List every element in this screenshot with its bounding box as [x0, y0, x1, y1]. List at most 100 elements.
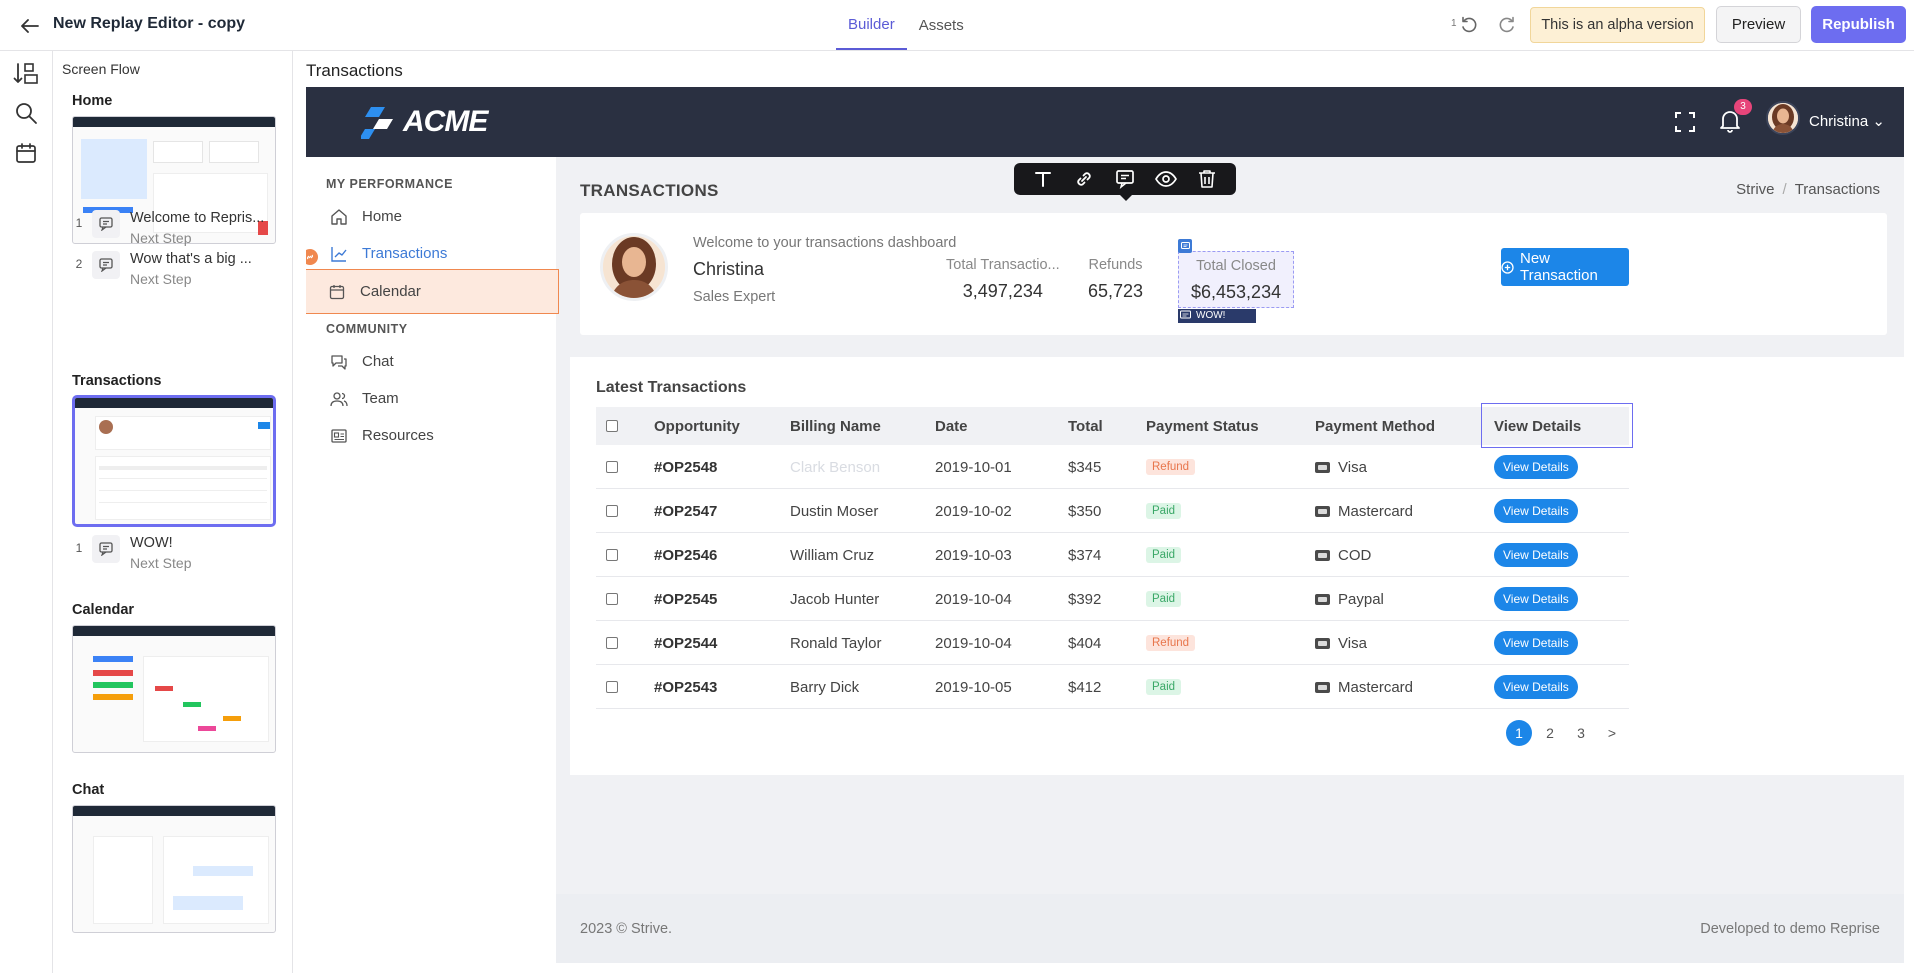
screen-flow-heading: Screen Flow	[62, 61, 140, 77]
page-2-button[interactable]: 2	[1546, 725, 1554, 741]
toolbar-caret	[1119, 194, 1133, 201]
row-checkbox[interactable]	[606, 549, 618, 561]
table-row: #OP2543 Barry Dick 2019-10-05 $412 Paid Maste…	[596, 665, 1629, 709]
sidebar-item-team[interactable]: Team	[306, 376, 556, 421]
calendar-icon[interactable]	[12, 139, 40, 167]
screen-label-transactions: Transactions	[72, 373, 162, 389]
redo-icon[interactable]	[1495, 13, 1519, 37]
screen-thumbnail-transactions[interactable]	[72, 395, 276, 527]
table-header	[596, 407, 1629, 445]
payment-status-badge: Paid	[1146, 591, 1182, 607]
view-details-button[interactable]: View Details	[1494, 455, 1578, 479]
col-date: Date	[935, 417, 968, 435]
footer-credit: Developed to demo Reprise	[1700, 921, 1880, 937]
payment-status-badge: Paid	[1146, 547, 1182, 563]
screen-label-home: Home	[72, 93, 113, 109]
view-details-button[interactable]: View Details	[1494, 587, 1578, 611]
screen-thumbnail-chat[interactable]	[72, 805, 276, 933]
view-details-button[interactable]: View Details	[1494, 675, 1578, 699]
site-header: ACME 3 Christina ⌄	[306, 87, 1904, 157]
latest-transactions-card: Latest Transactions Opportunity Billing …	[570, 357, 1904, 775]
transaction-date: 2019-10-03	[935, 546, 1012, 564]
transaction-date: 2019-10-01	[935, 458, 1012, 476]
breadcrumb: Strive / Transactions	[1736, 181, 1880, 198]
flow-step[interactable]: 1 WOW! Next Step	[75, 535, 192, 571]
link-hotspot-icon[interactable]	[306, 249, 318, 265]
sidebar-item-transactions[interactable]: Transactions	[306, 231, 556, 276]
chart-line-icon	[328, 243, 350, 265]
row-checkbox[interactable]	[606, 461, 618, 473]
editor-left-rail	[0, 51, 53, 973]
payment-method: Visa	[1338, 634, 1367, 652]
text-tool-icon[interactable]	[1028, 165, 1058, 193]
row-checkbox[interactable]	[606, 681, 618, 693]
payment-method: Mastercard	[1338, 678, 1414, 696]
comment-step-icon	[92, 535, 120, 563]
welcome-name: Christina	[693, 259, 765, 279]
flow-step[interactable]: 1 Welcome to Repris... Next Step	[75, 210, 265, 246]
annotation-comment-icon[interactable]	[1178, 239, 1192, 253]
republish-button[interactable]: Republish	[1811, 6, 1906, 43]
comment-icon	[1180, 310, 1191, 321]
back-arrow-icon[interactable]	[17, 13, 43, 39]
user-avatar[interactable]	[1766, 101, 1800, 135]
view-details-button[interactable]: View Details	[1494, 499, 1578, 523]
sidebar-item-resources[interactable]: Resources	[306, 413, 556, 458]
editor-topbar: New Replay Editor - copy Builder Assets …	[0, 0, 1914, 51]
new-transaction-button[interactable]: New Transaction	[1501, 248, 1629, 286]
link-tool-icon[interactable]	[1069, 165, 1099, 193]
breadcrumb-item[interactable]: Strive	[1736, 181, 1775, 198]
element-edit-toolbar	[1014, 163, 1236, 195]
latest-transactions-title: Latest Transactions	[596, 379, 747, 396]
payment-card-icon	[1315, 637, 1330, 649]
sidebar-item-chat[interactable]: Chat	[306, 339, 556, 384]
payment-card-icon	[1315, 461, 1330, 473]
billing-name: Clark Benson	[790, 458, 881, 476]
demo-screen-frame: ACME 3 Christina ⌄ MY PERFORMANCE Home T…	[306, 87, 1904, 963]
notification-bell-icon[interactable]	[1719, 109, 1743, 133]
transaction-date: 2019-10-02	[935, 502, 1012, 520]
sidebar-section-performance: MY PERFORMANCE	[326, 177, 453, 191]
chat-icon	[328, 351, 350, 373]
tab-builder[interactable]: Builder	[836, 0, 907, 50]
row-checkbox[interactable]	[606, 593, 618, 605]
visibility-tool-icon[interactable]	[1151, 165, 1181, 193]
footer-copyright: 2023 © Strive.	[580, 921, 673, 937]
resources-icon	[328, 425, 350, 447]
screen-thumbnail-calendar[interactable]	[72, 625, 276, 753]
fullscreen-icon[interactable]	[1674, 111, 1696, 133]
comment-tool-icon[interactable]	[1110, 165, 1140, 193]
transaction-total: $350	[1068, 502, 1102, 520]
page-1-button[interactable]: 1	[1506, 720, 1532, 746]
page-3-button[interactable]: 3	[1577, 725, 1585, 741]
opportunity-id: #OP2546	[654, 546, 718, 564]
row-checkbox[interactable]	[606, 505, 618, 517]
payment-status-badge: Paid	[1146, 503, 1182, 519]
editor-title: New Replay Editor - copy	[53, 15, 246, 32]
billing-name: William Cruz	[790, 546, 875, 564]
comment-step-icon	[92, 251, 120, 279]
welcome-greeting: Welcome to your transactions dashboard	[693, 235, 957, 251]
user-menu[interactable]: Christina ⌄	[1809, 113, 1885, 130]
view-details-button[interactable]: View Details	[1494, 631, 1578, 655]
next-page-button[interactable]: >	[1607, 725, 1617, 741]
stat-total-closed[interactable]: Total Closed $6,453,234	[1178, 251, 1295, 308]
calendar-icon	[326, 281, 348, 303]
select-all-checkbox[interactable]	[606, 420, 618, 432]
view-details-button[interactable]: View Details	[1494, 543, 1578, 567]
user-avatar	[600, 233, 668, 301]
welcome-card: Welcome to your transactions dashboard C…	[580, 213, 1887, 335]
screen-flow-icon[interactable]	[12, 60, 40, 88]
row-checkbox[interactable]	[606, 637, 618, 649]
screen-flow-panel: Screen Flow Home 1 Welcome to Repris... …	[53, 51, 293, 973]
col-payment-method: Payment Method	[1315, 417, 1436, 435]
tab-assets[interactable]: Assets	[918, 16, 964, 34]
undo-icon[interactable]	[1457, 13, 1481, 37]
sidebar-item-calendar[interactable]: Calendar	[306, 269, 559, 314]
preview-button[interactable]: Preview	[1716, 6, 1801, 43]
trash-tool-icon[interactable]	[1192, 165, 1222, 193]
flow-step[interactable]: 2 Wow that's a big ... Next Step	[75, 251, 252, 287]
search-icon[interactable]	[12, 99, 40, 127]
annotation-label[interactable]: WOW!	[1178, 309, 1256, 323]
sidebar-item-home[interactable]: Home	[306, 194, 556, 239]
